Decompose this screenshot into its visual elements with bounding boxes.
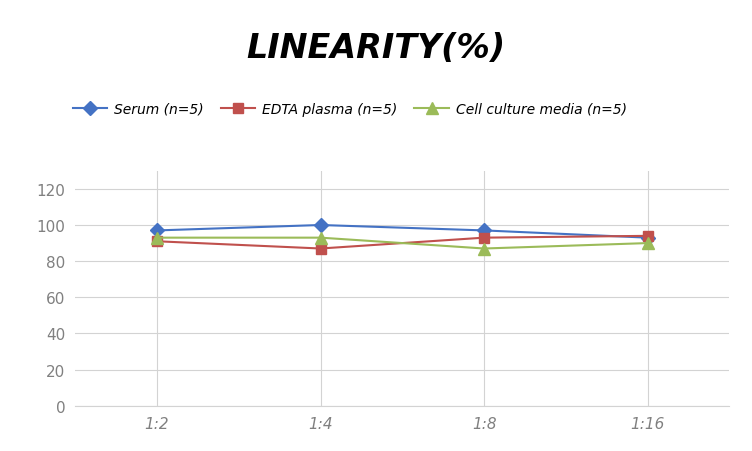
- Line: Cell culture media (n=5): Cell culture media (n=5): [151, 233, 653, 254]
- Line: Serum (n=5): Serum (n=5): [152, 221, 653, 243]
- Serum (n=5): [316, 223, 325, 228]
- Cell culture media (n=5): [153, 235, 162, 241]
- EDTA plasma (n=5): [480, 235, 489, 241]
- Cell culture media (n=5): [480, 246, 489, 252]
- Legend: Serum (n=5), EDTA plasma (n=5), Cell culture media (n=5): Serum (n=5), EDTA plasma (n=5), Cell cul…: [67, 97, 632, 122]
- Text: LINEARITY(%): LINEARITY(%): [247, 32, 505, 64]
- Serum (n=5): [480, 228, 489, 234]
- EDTA plasma (n=5): [643, 234, 652, 239]
- Cell culture media (n=5): [643, 241, 652, 246]
- Cell culture media (n=5): [316, 235, 325, 241]
- Line: EDTA plasma (n=5): EDTA plasma (n=5): [152, 231, 653, 254]
- EDTA plasma (n=5): [153, 239, 162, 244]
- EDTA plasma (n=5): [316, 246, 325, 252]
- Serum (n=5): [643, 235, 652, 241]
- Serum (n=5): [153, 228, 162, 234]
